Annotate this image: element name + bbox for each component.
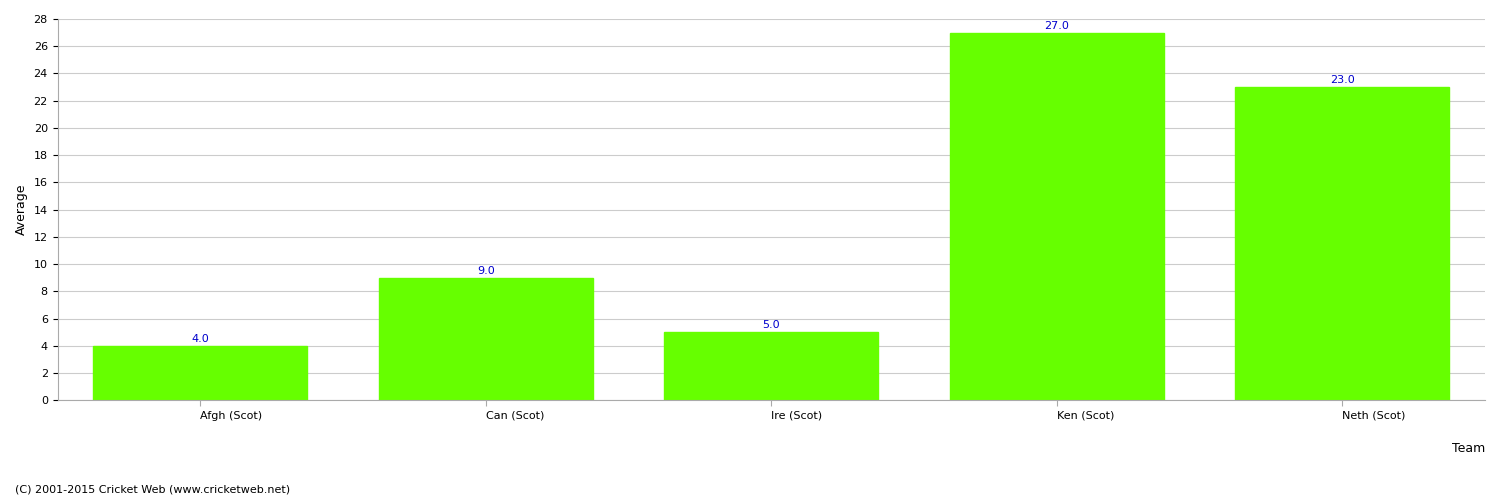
Bar (950, 32, 1164, 400)
Text: (C) 2001-2015 Cricket Web (www.cricketweb.net): (C) 2001-2015 Cricket Web (www.cricketwe… (15, 485, 290, 495)
Bar (378, 278, 592, 400)
Text: 23.0: 23.0 (1330, 75, 1354, 85)
Bar (664, 332, 879, 400)
Bar (1234, 87, 1449, 400)
Text: 27.0: 27.0 (1044, 20, 1070, 30)
Bar (93, 346, 308, 401)
Text: 9.0: 9.0 (477, 266, 495, 276)
Text: 4.0: 4.0 (192, 334, 208, 344)
Y-axis label: Average: Average (15, 184, 28, 236)
Text: Team: Team (1452, 442, 1485, 455)
Text: 5.0: 5.0 (762, 320, 780, 330)
